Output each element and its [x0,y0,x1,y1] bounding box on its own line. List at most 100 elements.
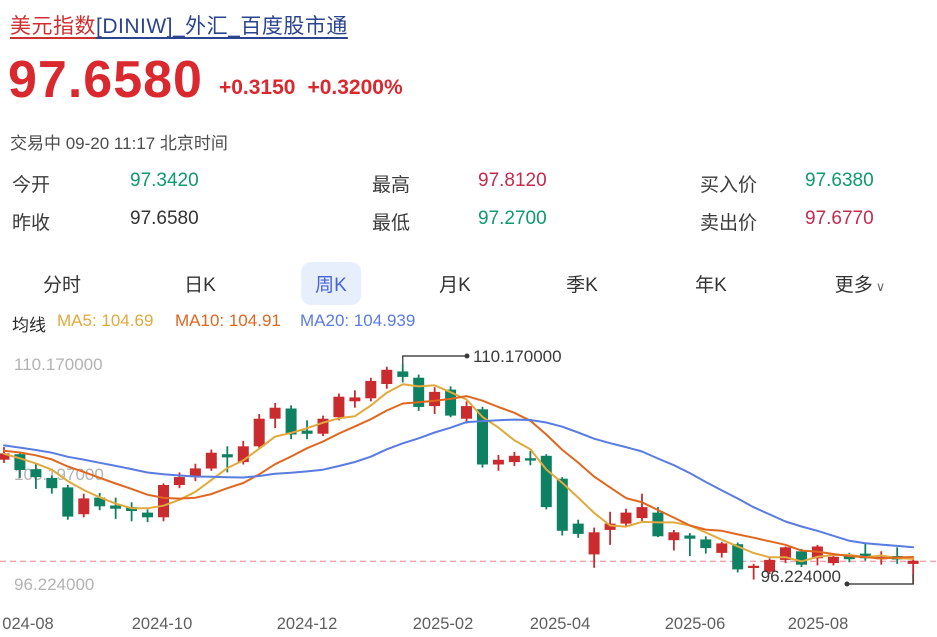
title-keyword[interactable]: 美元指数 [10,15,96,38]
candle-body [477,409,488,465]
trading-status: 交易中 09-20 11:17 北京时间 [10,134,228,153]
candle-body [859,553,871,559]
min-annotation-dot [844,581,850,587]
min-annotation-leader [847,574,914,585]
quote-label-6: 卖出价 [700,213,758,234]
tab-月K[interactable]: 月K [439,275,471,296]
candle-body [492,459,504,465]
candle-body [668,532,680,541]
x-axis-label-7: 2025-08 [788,615,849,633]
quote-label-2: 昨收 [12,213,51,234]
tab-年K[interactable]: 年K [695,275,727,296]
candle-body [78,498,90,515]
ma-legend-item-3: MA20: 104.939 [300,311,416,330]
ma5-line [3,383,915,563]
candle-body [62,487,74,517]
price-block: 97.6580 +0.3150 +0.3200% [8,51,403,109]
candle-body [381,369,393,384]
max-annotation-label: 110.170000 [473,347,562,366]
candle-body [748,565,760,568]
candle-body [333,396,345,418]
candle-body [764,559,776,572]
candle-body [237,446,249,463]
ma-legend-prefix: 均线 [12,316,46,335]
candle-body [173,477,185,485]
chevron-down-icon: ∨ [875,279,886,294]
candle-body [620,512,632,524]
candle-body [30,469,42,478]
ma-legend-item-2: MA10: 104.91 [175,311,281,330]
candle-body [205,452,217,469]
price-change-pct: +0.3200% [307,76,403,100]
candle-body [429,391,441,407]
candle-body [349,397,361,402]
min-annotation-label: 96.224000 [761,567,841,586]
x-axis-label-4: 2025-02 [413,615,474,633]
max-annotation-dot [464,353,470,359]
candle-body [907,560,919,564]
candle-body [285,408,297,435]
x-axis-label-2: 2024-10 [132,615,193,633]
candle-body [142,512,153,518]
candle-body [158,485,169,518]
candle-body [269,407,281,419]
candle-body [110,505,122,509]
candle-body [461,406,472,419]
y-axis-label-3: 96.224000 [14,575,94,594]
candle-body [365,380,377,399]
candle-body [221,454,233,458]
candle-body [14,454,26,470]
candle-body [413,377,425,407]
candle-body [652,512,664,537]
candle-body [508,455,520,463]
candle-body [827,556,839,564]
quote-label-5: 买入价 [700,175,758,196]
candle-body [94,497,106,507]
quote-value-1: 97.3420 [130,170,199,191]
candle-body [780,547,791,560]
candle-body [796,551,807,565]
candle-body [317,418,329,434]
title-rest[interactable]: [DINIW]_外汇_百度股市通 [96,15,348,38]
candle-body [843,556,855,560]
candle-body [301,430,313,434]
tab-分时[interactable]: 分时 [42,275,82,296]
candle-body [572,523,584,534]
candle-body [732,544,744,570]
y-axis-label-1: 110.170000 [14,355,103,374]
tab-日K[interactable]: 日K [184,275,216,296]
candle-body [684,535,696,539]
candle-body [716,543,728,553]
candle-body [0,453,10,460]
quote-label-1: 今开 [12,175,51,196]
page-title-link[interactable]: 美元指数[DINIW]_外汇_百度股市通 [10,10,348,40]
quote-value-2: 97.6580 [130,208,199,229]
tab-更多[interactable]: 更多 ∨ [834,275,886,296]
tab-季K[interactable]: 季K [566,275,598,296]
candle-body [556,478,568,531]
current-price: 97.6580 [8,51,203,109]
candle-body [46,477,58,489]
ma-legend-item-1: MA5: 104.69 [57,311,154,330]
candle-body [189,468,201,478]
candle-body [397,371,409,377]
quote-value-5: 97.6380 [805,170,874,191]
kline-chart[interactable]: 110.170000103.19700096.224000110.1700009… [0,338,937,637]
x-axis-label-3: 2024-12 [277,615,338,633]
candle-body [445,389,457,416]
price-change: +0.3150 [218,76,296,100]
tab-周K[interactable]: 周K [301,262,361,305]
quote-label-3: 最高 [372,175,411,196]
x-axis-label-1: 024-08 [2,615,53,633]
quote-value-4: 97.2700 [478,208,547,229]
ma10-line [3,395,915,560]
candle-body [636,507,648,519]
quote-value-6: 97.6770 [805,208,874,229]
candle-body [253,418,265,447]
ma20-line [3,418,915,549]
candle-body [604,523,616,530]
candle-body [540,455,552,508]
quote-label-4: 最低 [372,213,411,234]
x-axis-label-6: 2025-06 [665,615,726,633]
